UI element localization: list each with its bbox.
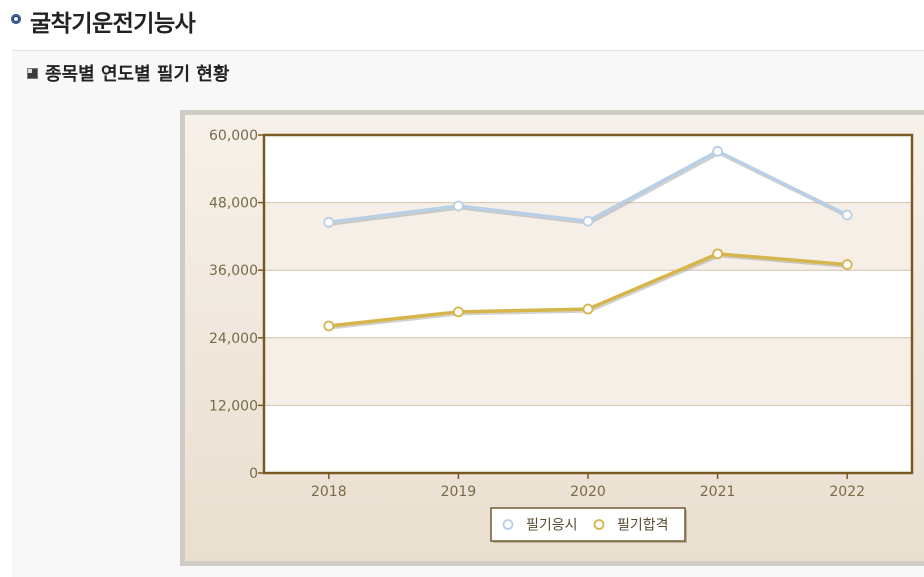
y-tick-label: 60,000 <box>209 128 258 144</box>
data-point <box>323 216 335 228</box>
data-point <box>841 209 853 221</box>
data-point <box>452 200 464 212</box>
x-tick-label: 2018 <box>311 484 347 500</box>
legend-label: 필기합격 <box>617 518 669 534</box>
data-point <box>712 145 723 157</box>
data-point <box>841 259 853 270</box>
y-tick-label: 12,000 <box>209 398 258 414</box>
data-point <box>582 303 594 315</box>
y-tick-label: 36,000 <box>209 263 258 279</box>
page-title: 굴착기운전기능사 <box>30 11 196 37</box>
legend <box>490 507 686 542</box>
legend-label: 필기응시 <box>526 518 578 534</box>
y-tick-label: 48,000 <box>209 196 258 212</box>
plot-band <box>264 337 912 406</box>
y-tick-label: 0 <box>249 466 258 482</box>
data-point <box>582 215 594 227</box>
page-header: 굴착기운전기능사 <box>0 0 924 44</box>
x-tick-label: 2020 <box>570 484 606 500</box>
legend-marker <box>593 519 605 530</box>
legend-marker <box>502 519 514 530</box>
data-point <box>452 306 464 318</box>
data-point <box>323 320 335 332</box>
y-tick-label: 24,000 <box>209 331 258 347</box>
plot-band <box>264 202 912 271</box>
line-chart: 0 12,000 24,000 36,000 48,000 60,000 2018 2019 2… <box>209 128 914 543</box>
x-tick-label: 2019 <box>441 484 477 500</box>
x-tick-label: 2022 <box>829 484 865 500</box>
data-point <box>712 248 723 260</box>
section-bullet-icon <box>27 68 38 79</box>
section-title: 종목별 연도별 필기 현황 <box>45 64 230 85</box>
x-tick-label: 2021 <box>700 484 736 500</box>
title-bullet-icon <box>11 14 21 24</box>
